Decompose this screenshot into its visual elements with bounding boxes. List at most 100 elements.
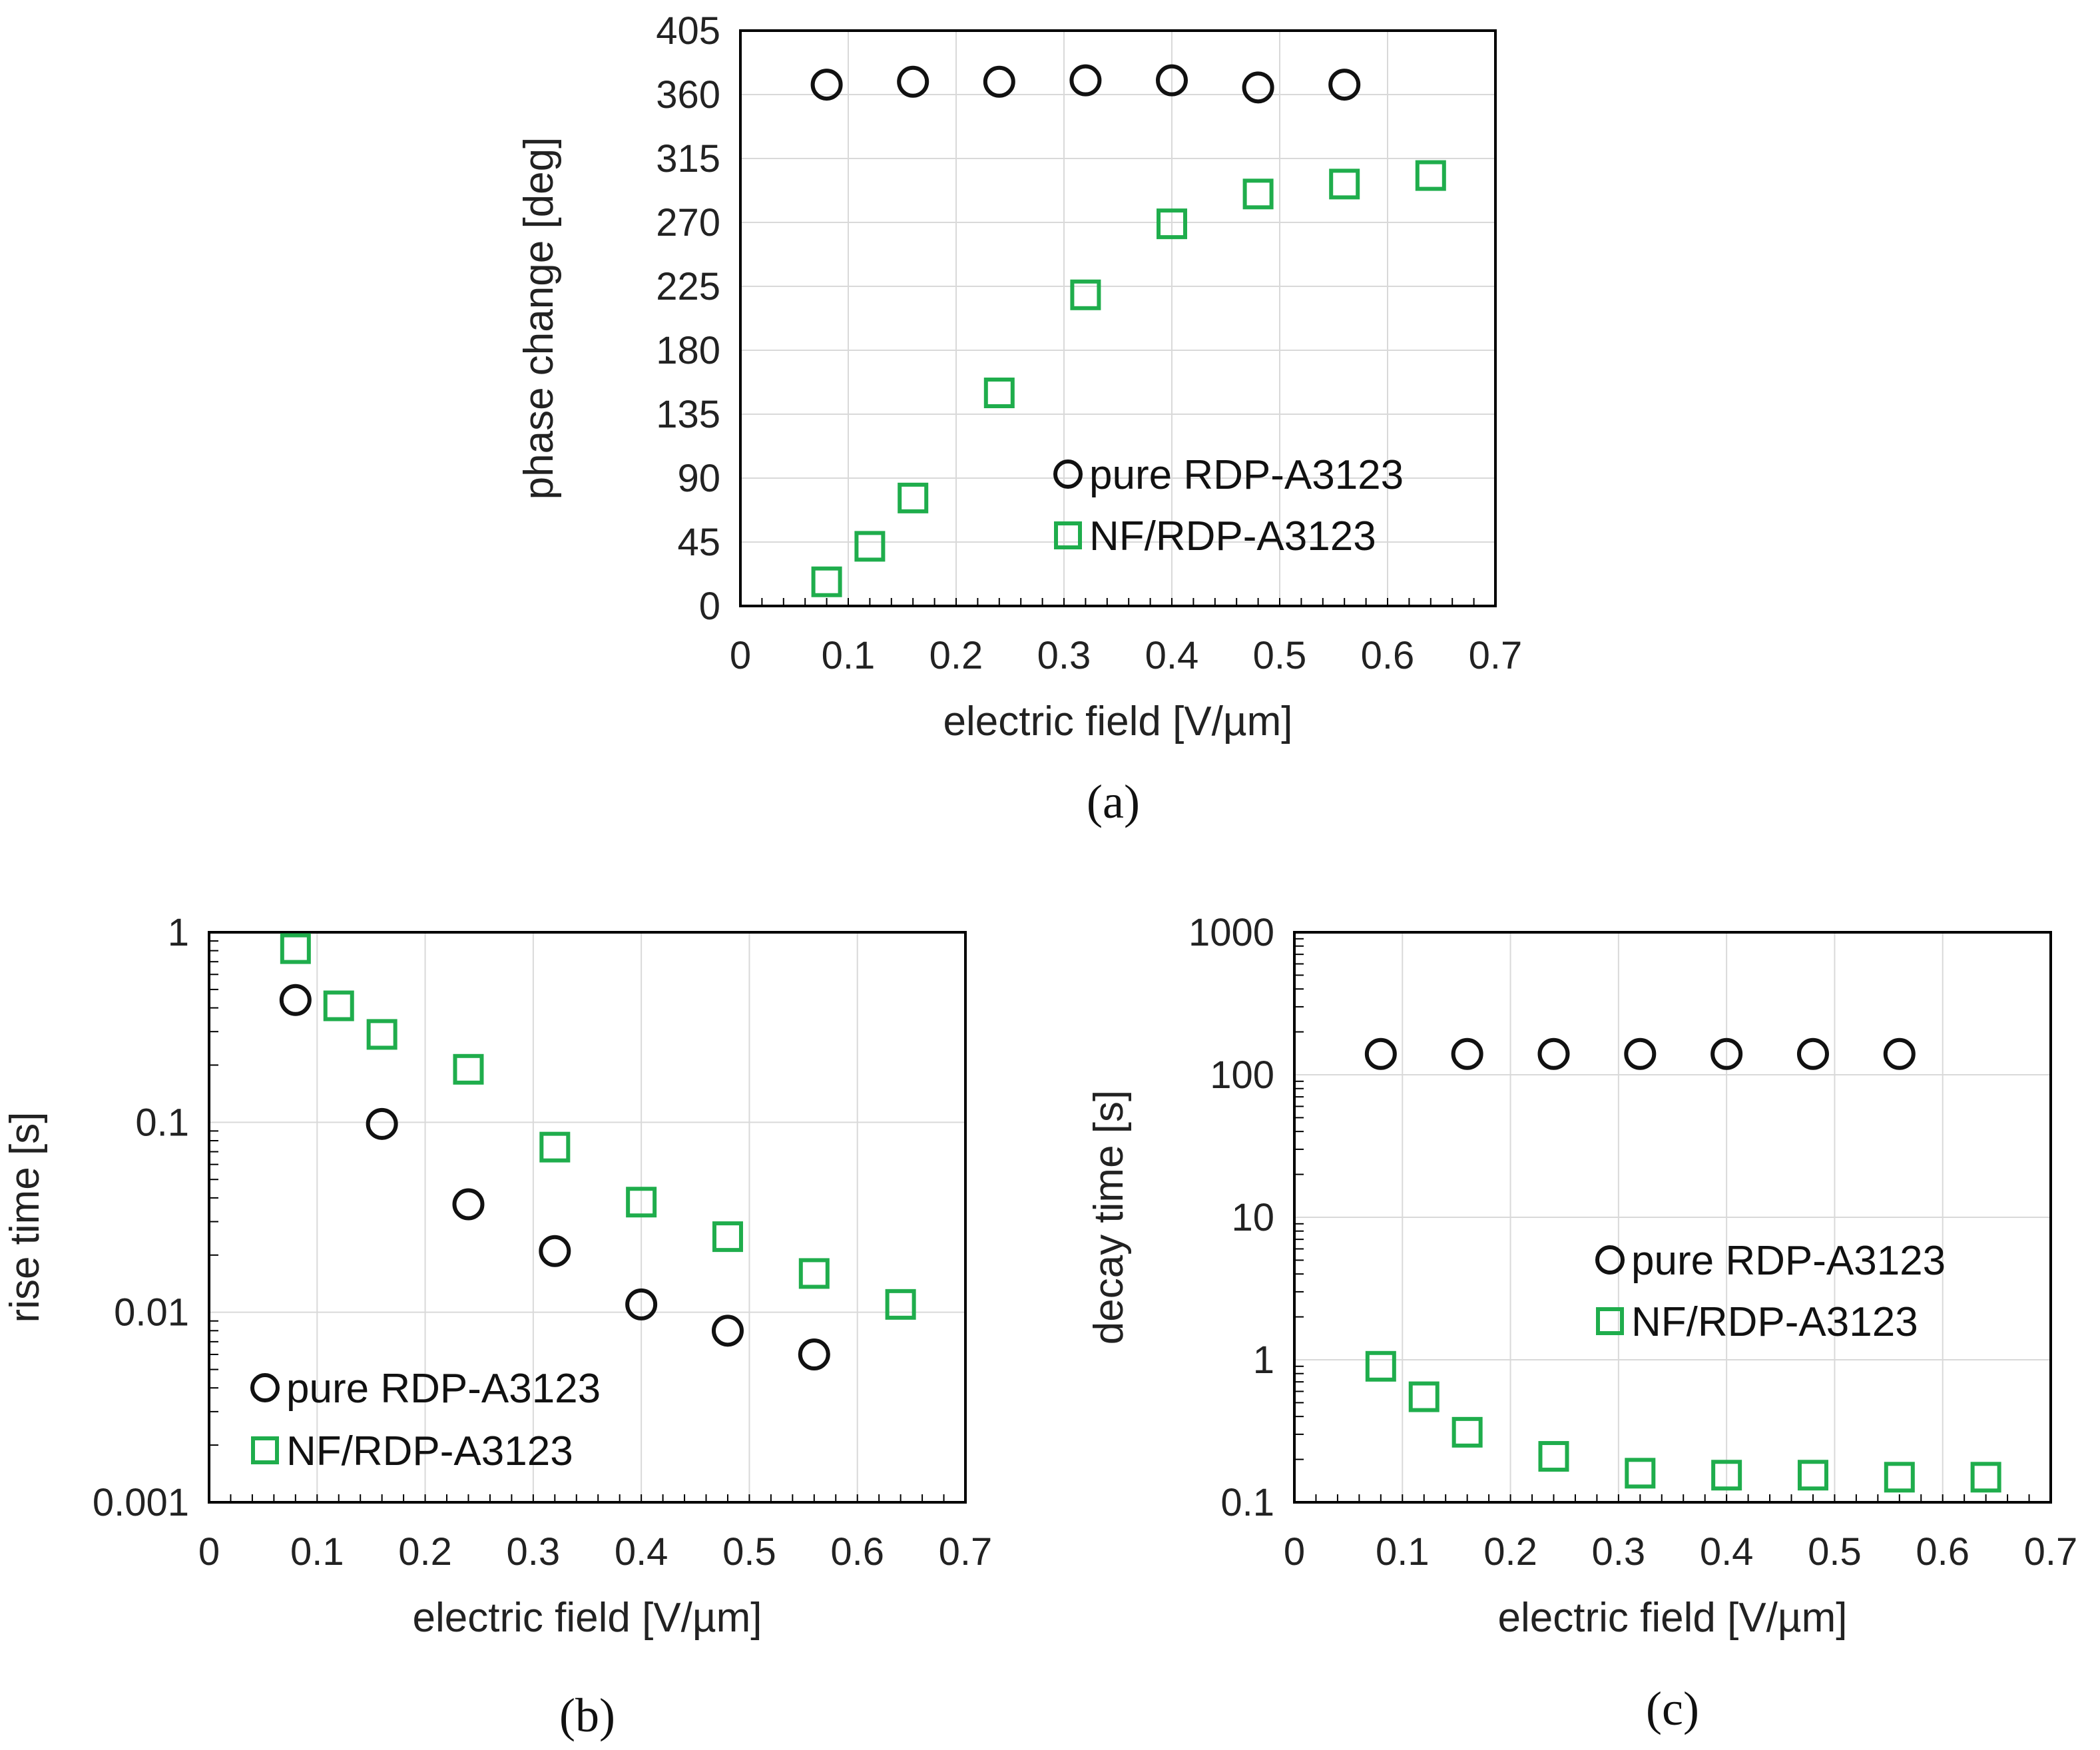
pure-rdp-point (279, 984, 312, 1016)
nf-rdp-point (1970, 1462, 2001, 1493)
legend-label: NF/RDP-A3123 (1631, 1299, 1918, 1345)
plot-frame (739, 29, 1497, 607)
y-tick-label: 100 (1210, 1053, 1274, 1097)
x-tick-label: 0.4 (1145, 634, 1199, 677)
y-tick-label: 90 (677, 457, 720, 500)
nf-rdp-point (983, 378, 1015, 408)
x-tick-label: 0.2 (929, 634, 983, 677)
nf-rdp-point (1242, 178, 1274, 210)
panel-caption: (c) (1646, 1682, 1699, 1735)
pure-rdp-point (798, 1338, 830, 1370)
y-tick-label: 135 (656, 393, 720, 436)
nf-rdp-point (280, 933, 311, 964)
y-tick-label: 225 (656, 265, 720, 308)
pure-rdp-point (1364, 1037, 1397, 1070)
x-axis-title: electric field [V/µm] (1498, 1595, 1848, 1641)
legend-label: NF/RDP-A3123 (1089, 513, 1376, 559)
y-tick-label: 1000 (1188, 911, 1274, 954)
nf-rdp-point (1365, 1350, 1396, 1382)
nf-rdp-point (1329, 168, 1360, 200)
pure-rdp-point (1796, 1037, 1829, 1070)
y-tick-label: 270 (656, 201, 720, 244)
x-tick-label: 0 (198, 1530, 220, 1574)
y-tick-label: 0.1 (135, 1101, 189, 1144)
legend-square-marker (1054, 521, 1082, 549)
x-tick-label: 0.5 (1808, 1530, 1862, 1574)
y-tick-label: 405 (656, 9, 720, 53)
x-tick-label: 0.2 (1483, 1530, 1537, 1574)
x-tick-label: 0.1 (1376, 1530, 1430, 1574)
nf-rdp-point (453, 1053, 484, 1085)
x-tick-label: 0.3 (1592, 1530, 1646, 1574)
x-tick-label: 0 (1284, 1530, 1305, 1574)
pure-rdp-point (1156, 64, 1188, 97)
nf-rdp-point (854, 531, 886, 562)
pure-rdp-point (539, 1235, 571, 1267)
x-tick-label: 0.3 (507, 1530, 561, 1574)
nf-rdp-point (1884, 1462, 1915, 1493)
pure-rdp-point (711, 1314, 744, 1347)
pure-rdp-point (366, 1107, 398, 1140)
x-tick-label: 0.4 (1700, 1530, 1754, 1574)
y-tick-label: 180 (656, 329, 720, 372)
nf-rdp-point (712, 1221, 743, 1253)
nf-rdp-point (1711, 1460, 1742, 1491)
x-tick-label: 0.1 (822, 634, 876, 677)
legend-label: pure RDP-A3123 (1631, 1238, 1946, 1284)
pure-rdp-point (1328, 69, 1361, 101)
pure-rdp-point (1069, 64, 1102, 97)
legend-label: pure RDP-A3123 (286, 1366, 601, 1412)
pure-rdp-point (1624, 1037, 1657, 1070)
nf-rdp-point (798, 1258, 830, 1289)
pure-rdp-point (1451, 1037, 1483, 1070)
nf-rdp-point (1451, 1416, 1483, 1448)
y-tick-label: 0.1 (1220, 1481, 1274, 1524)
x-tick-label: 0.7 (1469, 634, 1523, 677)
nf-rdp-point (366, 1019, 397, 1050)
pure-rdp-point (810, 69, 843, 101)
y-tick-label: 10 (1231, 1196, 1274, 1239)
x-tick-label: 0.6 (1916, 1530, 1969, 1574)
plot-frame (208, 931, 967, 1504)
x-tick-label: 0.1 (290, 1530, 344, 1574)
x-tick-label: 0.7 (2024, 1530, 2078, 1574)
y-axis-title: rise time [s] (2, 1112, 48, 1323)
y-tick-label: 0 (699, 585, 720, 628)
nf-rdp-point (811, 566, 842, 597)
legend-square-marker (251, 1436, 279, 1464)
legend-square-marker (1596, 1307, 1624, 1335)
x-tick-label: 0.3 (1037, 634, 1091, 677)
x-tick-label: 0.6 (830, 1530, 884, 1574)
x-tick-label: 0.6 (1361, 634, 1415, 677)
legend-label: pure RDP-A3123 (1089, 452, 1404, 498)
y-tick-label: 45 (677, 521, 720, 564)
x-tick-label: 0.5 (722, 1530, 776, 1574)
nf-rdp-point (898, 482, 929, 513)
panel-caption: (b) (559, 1689, 615, 1742)
nf-rdp-point (323, 990, 354, 1021)
pure-rdp-point (1242, 71, 1274, 104)
nf-rdp-point (1538, 1441, 1569, 1472)
legend-circle-marker (1595, 1245, 1625, 1275)
nf-rdp-point (1070, 279, 1101, 310)
panel-c-decay-time-chart: 0 0.1 0.2 0.3 0.4 0.5 0.6 0.70.11101001000elect… (1086, 911, 2077, 1735)
legend-circle-marker (250, 1373, 280, 1402)
y-tick-label: 1 (1253, 1338, 1274, 1382)
x-axis-title: electric field [V/µm] (943, 699, 1293, 744)
pure-rdp-point (452, 1188, 485, 1221)
pure-rdp-point (1883, 1037, 1916, 1070)
nf-rdp-point (1415, 160, 1446, 191)
y-tick-label: 0.01 (114, 1291, 189, 1334)
y-tick-label: 360 (656, 73, 720, 117)
y-axis-title: decay time [s] (1086, 1090, 1132, 1344)
pure-rdp-point (1537, 1037, 1570, 1070)
legend-label: NF/RDP-A3123 (286, 1428, 573, 1474)
pure-rdp-point (897, 65, 929, 98)
panel-a-phase-change-chart: 0 0.1 0.2 0.3 0.4 0.5 0.6 0.7 0 45 90 135 180 225 270 3… (516, 9, 1522, 828)
y-tick-label: 0.001 (93, 1481, 189, 1524)
nf-rdp-point (1157, 208, 1187, 240)
nf-rdp-point (1408, 1381, 1440, 1412)
pure-rdp-point (625, 1288, 658, 1320)
legend-circle-marker (1053, 459, 1083, 489)
